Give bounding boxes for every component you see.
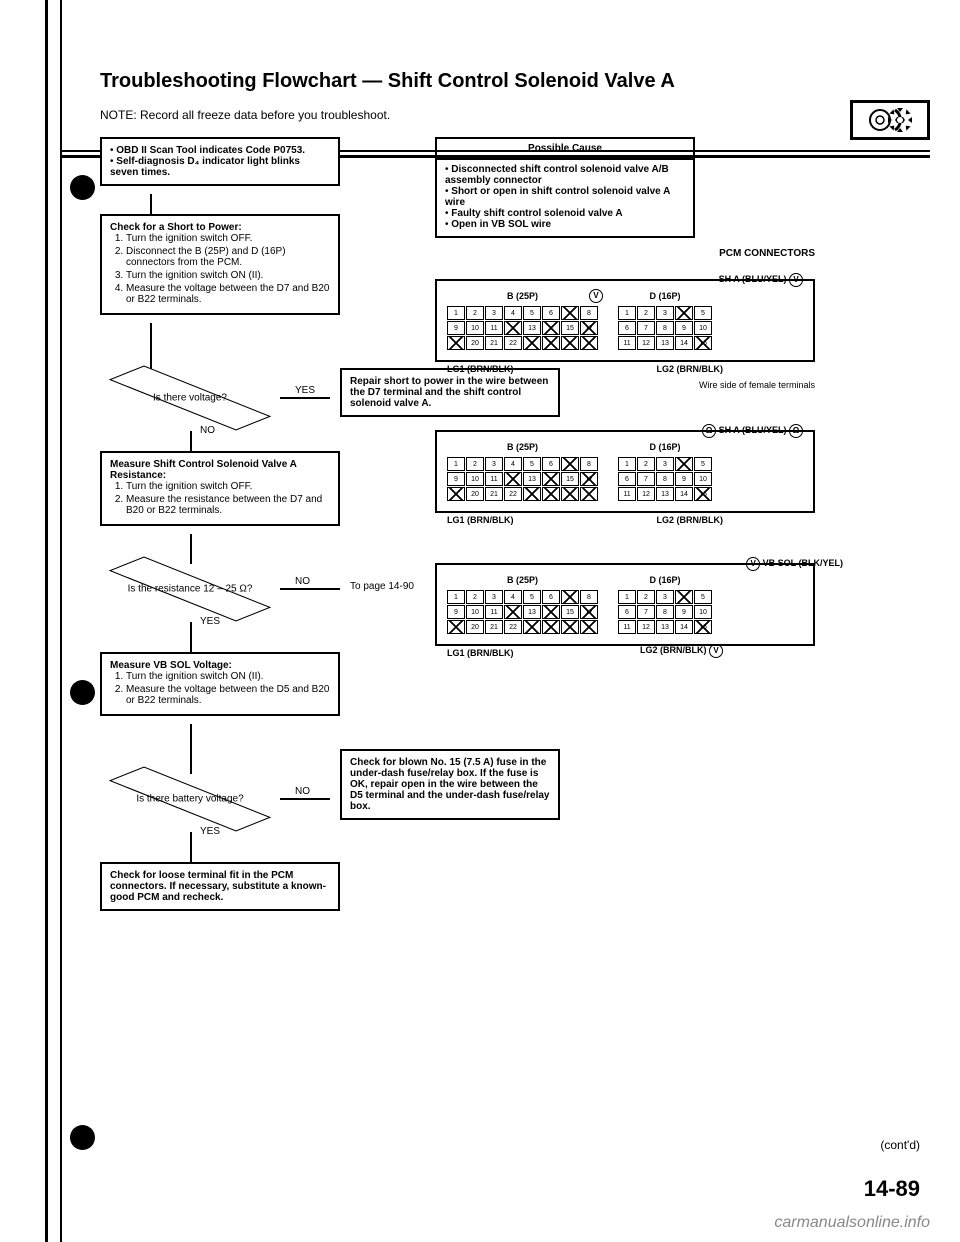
margin-bullet bbox=[70, 175, 95, 200]
decision-resistance: Is the resistance 12 – 25 Ω? bbox=[100, 564, 280, 614]
to-page-ref: To page 14-90 bbox=[350, 581, 414, 592]
connector-diagram-3: V VB SOL (BLK/YEL) B (25P) 1234568 91011… bbox=[435, 563, 815, 646]
measure-voltage-box: Measure VB SOL Voltage: Turn the ignitio… bbox=[100, 652, 340, 716]
page-number: 14-89 bbox=[864, 1176, 920, 1202]
measure-resistance-box: Measure Shift Control Solenoid Valve A R… bbox=[100, 451, 340, 526]
check-short-box: Check for a Short to Power: Turn the ign… bbox=[100, 214, 340, 315]
possible-cause-box: Possible Cause • Disconnected shift cont… bbox=[435, 137, 695, 238]
wire-note: Wire side of female terminals bbox=[435, 380, 815, 390]
margin-bullet bbox=[70, 1125, 95, 1150]
decision-battery: Is there battery voltage? bbox=[100, 774, 280, 824]
page-title: Troubleshooting Flowchart — Shift Contro… bbox=[100, 70, 930, 93]
note-text: NOTE: Record all freeze data before you … bbox=[100, 108, 930, 122]
watermark: carmanualsonline.info bbox=[774, 1214, 930, 1232]
decision-voltage: Is there voltage? bbox=[100, 373, 280, 423]
start-box: • OBD II Scan Tool indicates Code P0753.… bbox=[100, 137, 340, 186]
connector-diagram-1: SH A (BLU/YEL) V B (25P) V 1234568 91011… bbox=[435, 279, 815, 362]
continued-label: (cont'd) bbox=[880, 1138, 920, 1152]
manufacturer-logo-icon bbox=[850, 100, 930, 140]
margin-bullet bbox=[70, 680, 95, 705]
check-loose-box: Check for loose terminal fit in the PCM … bbox=[100, 862, 340, 911]
connectors-header: PCM CONNECTORS bbox=[435, 248, 815, 259]
flowchart: • OBD II Scan Tool indicates Code P0753.… bbox=[100, 137, 420, 919]
connector-diagram-2: Ω SH A (BLU/YEL) Ω B (25P) 1234568 91011… bbox=[435, 430, 815, 513]
